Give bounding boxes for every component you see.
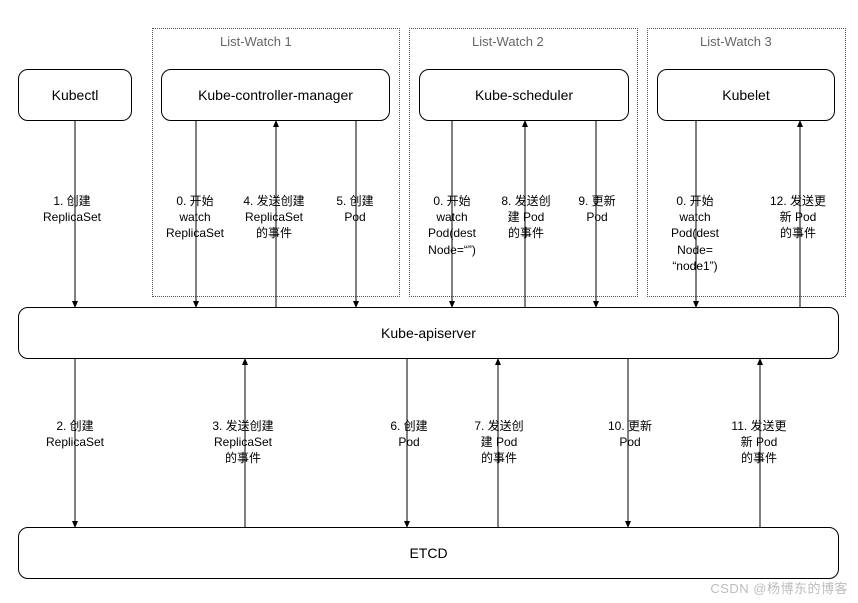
edge-label-bot-0: 2. 创建 ReplicaSet: [32, 418, 118, 450]
edge-label-top-5: 8. 发送创 建 Pod 的事件: [490, 193, 562, 242]
edge-label-top-7: 0. 开始 watch Pod(dest Node= “node1”): [656, 193, 734, 274]
edge-label-bot-3: 7. 发送创 建 Pod 的事件: [460, 418, 538, 467]
edge-label-top-3: 5. 创建 Pod: [320, 193, 390, 225]
watermark: CSDN @杨博东的博客: [710, 578, 848, 597]
arrows-layer: [0, 0, 858, 603]
edge-label-top-6: 9. 更新 Pod: [562, 193, 632, 225]
edge-label-top-1: 0. 开始 watch ReplicaSet: [156, 193, 234, 242]
edge-label-top-8: 12. 发送更 新 Pod 的事件: [756, 193, 840, 242]
edge-label-bot-5: 11. 发送更 新 Pod 的事件: [714, 418, 804, 467]
edge-label-bot-1: 3. 发送创建 ReplicaSet 的事件: [198, 418, 288, 467]
edge-label-top-0: 1. 创建 ReplicaSet: [32, 193, 112, 225]
edge-label-top-4: 0. 开始 watch Pod(dest Node=“”): [414, 193, 490, 258]
edge-label-top-2: 4. 发送创建 ReplicaSet 的事件: [232, 193, 316, 242]
edge-label-bot-2: 6. 创建 Pod: [374, 418, 444, 450]
edge-label-bot-4: 10. 更新 Pod: [590, 418, 670, 450]
